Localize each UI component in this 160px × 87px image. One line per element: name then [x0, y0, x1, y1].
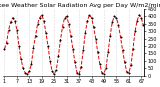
Title: Milwaukee Weather Solar Radiation Avg per Day W/m2/minute: Milwaukee Weather Solar Radiation Avg pe…: [0, 3, 160, 8]
